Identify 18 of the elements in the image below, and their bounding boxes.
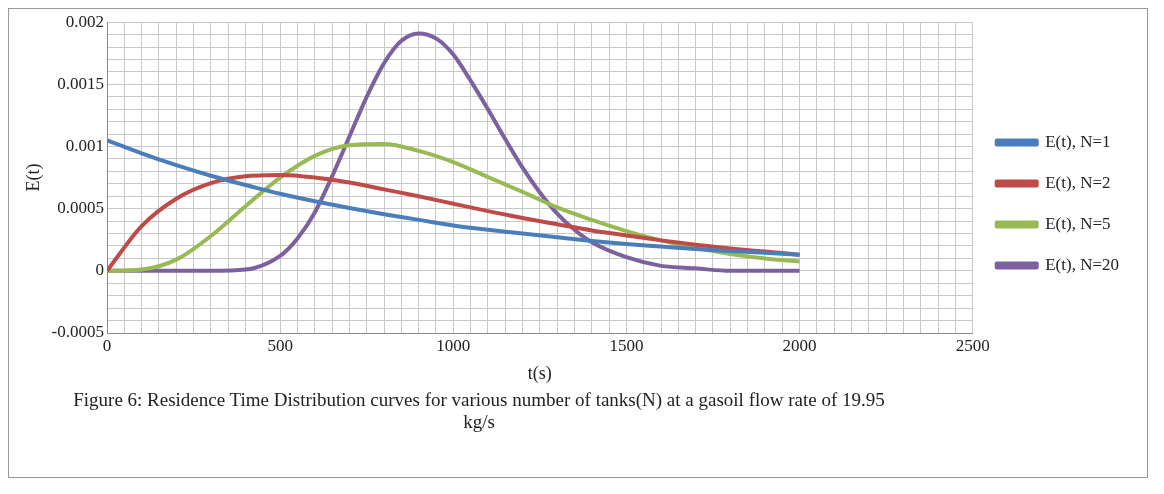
y-tick-label: 0.001: [65, 135, 105, 155]
x-axis-title: t(s): [527, 362, 552, 384]
legend-label: E(t), N=20: [1045, 254, 1119, 274]
legend-label: E(t), N=2: [1045, 172, 1111, 192]
x-tick-label: 1000: [436, 335, 471, 355]
legend-label: E(t), N=1: [1045, 131, 1111, 151]
y-tick-label: 0.0005: [57, 198, 105, 218]
y-tick-label: -0.0005: [51, 322, 105, 342]
y-tick-label: 0.0015: [57, 73, 105, 93]
x-tick-label: 1500: [609, 335, 644, 355]
y-tick-label: 0: [95, 260, 105, 280]
x-tick-label: 2000: [782, 335, 817, 355]
y-tick-label: 0.002: [65, 11, 105, 31]
legend-label: E(t), N=5: [1045, 213, 1111, 233]
x-tick-label: 2500: [955, 335, 990, 355]
y-axis-title: E(t): [22, 163, 44, 192]
x-tick-label: 500: [267, 335, 293, 355]
caption: Figure 6: Residence Time Distribution curves for various number of tanks(N) at a gasoil flow rate of 19.95 kg/s: [72, 389, 886, 433]
